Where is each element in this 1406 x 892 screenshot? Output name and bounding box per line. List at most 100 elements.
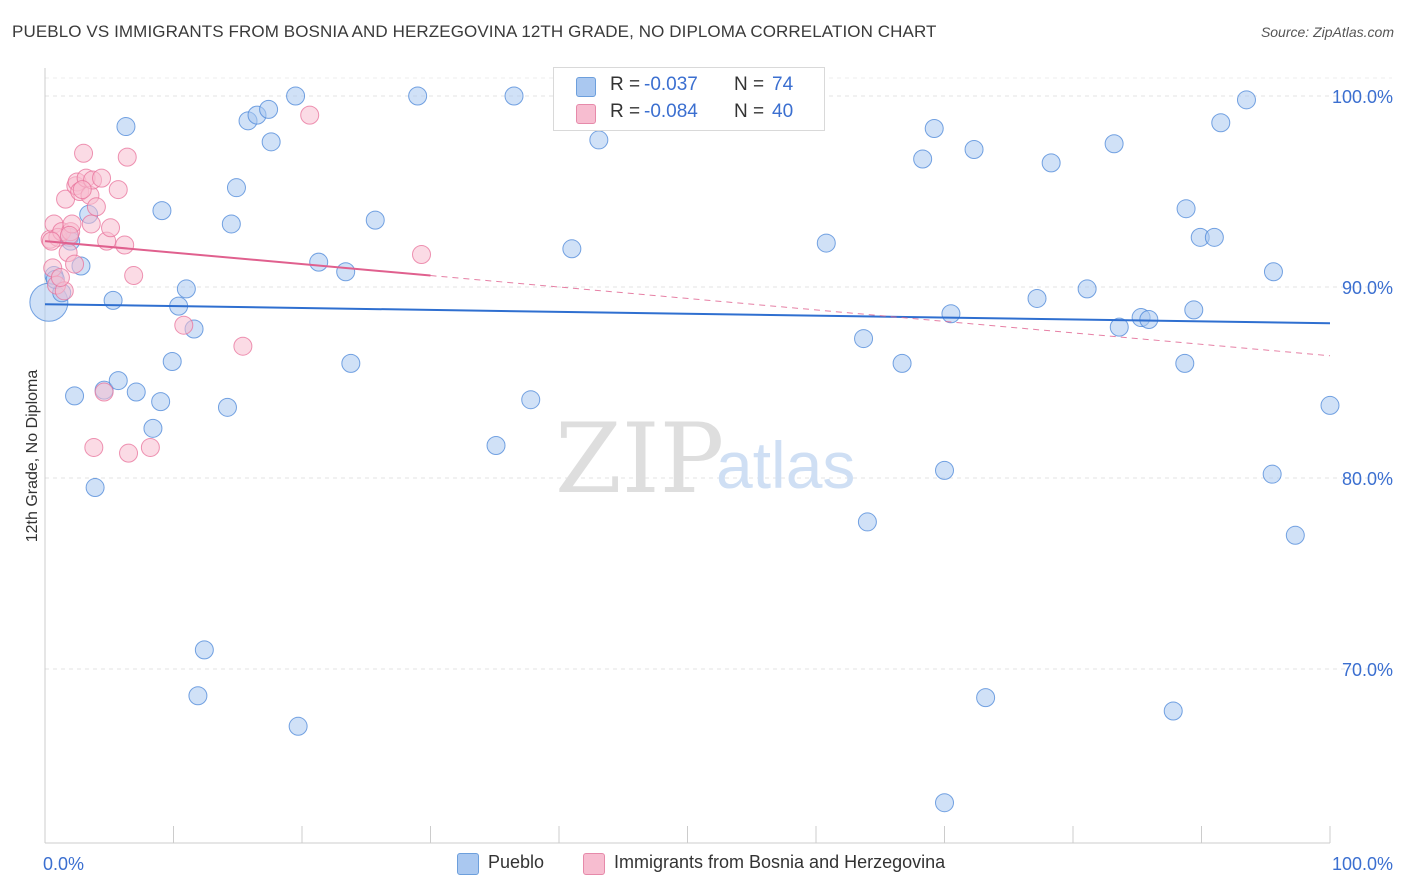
point-pueblo (103, 290, 123, 310)
point-pueblo (309, 252, 329, 272)
legend-n-value: 74 (772, 74, 794, 95)
bottom-legend-label-bosnia: Immigrants from Bosnia and Herzegovina (614, 852, 946, 872)
point-bosnia (115, 235, 135, 255)
point-pueblo (65, 386, 85, 406)
point-pueblo (194, 640, 214, 660)
point-bosnia (412, 245, 432, 265)
point-pueblo (964, 139, 984, 159)
point-pueblo (854, 329, 874, 349)
point-pueblo (1139, 309, 1159, 329)
point-pueblo (162, 351, 182, 371)
point-pueblo (176, 279, 196, 299)
point-pueblo (521, 390, 541, 410)
point-bosnia (119, 443, 139, 463)
point-bosnia (72, 180, 92, 200)
point-pueblo (152, 201, 172, 221)
y-tick-label: 70.0% (1342, 660, 1393, 680)
point-pueblo (976, 688, 996, 708)
legend-n-label: N = (734, 74, 765, 95)
point-bosnia (94, 382, 114, 402)
legend-r-label: R = (610, 74, 641, 95)
trend-line-bosnia-extension (430, 275, 1331, 357)
point-pueblo (913, 149, 933, 169)
correlation-legend: R = -0.037 N = 74 R = -0.084 N = 40 (553, 67, 825, 131)
point-bosnia (84, 437, 104, 457)
point-pueblo (188, 686, 208, 706)
point-bosnia (74, 143, 94, 163)
axis-labels: 70.0% 80.0% 90.0% 100.0% 0.0% 100.0% 12th Grad… (24, 87, 1393, 874)
watermark-zip: ZIP (555, 403, 724, 515)
axes (44, 68, 1331, 844)
point-pueblo (226, 178, 246, 198)
point-pueblo (341, 353, 361, 373)
chart-title: PUEBLO VS IMMIGRANTS FROM BOSNIA AND HER… (12, 22, 937, 41)
point-pueblo (1320, 395, 1340, 415)
point-pueblo (286, 86, 306, 106)
point-pueblo (1262, 464, 1282, 484)
legend-n-value: 40 (772, 101, 794, 122)
point-pueblo (504, 86, 524, 106)
point-pueblo (1104, 134, 1124, 154)
bottom-legend-label-pueblo: Pueblo (488, 852, 545, 872)
x-tick-label-min: 0.0% (43, 854, 84, 874)
legend-swatch-bosnia (576, 104, 596, 124)
point-pueblo (892, 353, 912, 373)
legend-n-label: N = (734, 101, 765, 122)
point-bosnia (300, 105, 320, 125)
point-bosnia (124, 266, 144, 286)
point-bosnia (86, 197, 106, 217)
point-pueblo (261, 132, 281, 152)
point-pueblo (259, 99, 279, 119)
point-bosnia (108, 180, 128, 200)
point-pueblo (857, 512, 877, 532)
point-bosnia (140, 437, 160, 457)
bottom-legend-swatch-pueblo (457, 853, 479, 875)
trend-lines (44, 240, 1331, 357)
point-pueblo (562, 239, 582, 259)
point-bosnia (117, 147, 137, 167)
point-pueblo (143, 418, 163, 438)
point-pueblo (486, 436, 506, 456)
y-axis-title: 12th Grade, No Diploma (24, 370, 41, 543)
watermark-atlas: atlas (716, 428, 855, 502)
point-pueblo (116, 117, 136, 137)
point-pueblo (217, 397, 237, 417)
point-bosnia (92, 168, 112, 188)
y-tick-label: 90.0% (1342, 278, 1393, 298)
point-pueblo (1263, 262, 1283, 282)
point-pueblo (1285, 525, 1305, 545)
bottom-legend-swatch-bosnia (583, 853, 605, 875)
legend-r-value: -0.084 (644, 101, 698, 122)
point-bosnia (174, 315, 194, 335)
x-tick-label-max: 100.0% (1332, 854, 1393, 874)
point-bosnia (59, 225, 79, 245)
point-pueblo (108, 371, 128, 391)
point-pueblo (1027, 288, 1047, 308)
point-pueblo (1109, 317, 1129, 337)
point-pueblo (924, 118, 944, 138)
point-pueblo (151, 392, 171, 412)
point-pueblo (408, 86, 428, 106)
point-pueblo (1211, 113, 1231, 133)
point-pueblo (85, 478, 105, 498)
legend-r-label: R = (610, 101, 641, 122)
watermark: ZIP atlas (555, 403, 855, 515)
point-bosnia (65, 254, 85, 274)
point-pueblo (941, 304, 961, 324)
legend-r-value: -0.037 (644, 74, 698, 95)
point-pueblo (126, 382, 146, 402)
point-bosnia (50, 267, 70, 287)
point-pueblo (1236, 90, 1256, 110)
point-pueblo (816, 233, 836, 253)
point-pueblo (1077, 279, 1097, 299)
point-pueblo (336, 262, 356, 282)
point-pueblo (935, 460, 954, 480)
point-pueblo (1176, 199, 1196, 219)
point-pueblo (1175, 353, 1195, 373)
point-pueblo (1184, 300, 1204, 320)
point-pueblo (935, 793, 954, 813)
point-pueblo (365, 210, 385, 230)
point-bosnia (101, 218, 121, 238)
trend-line-bosnia (44, 240, 431, 277)
